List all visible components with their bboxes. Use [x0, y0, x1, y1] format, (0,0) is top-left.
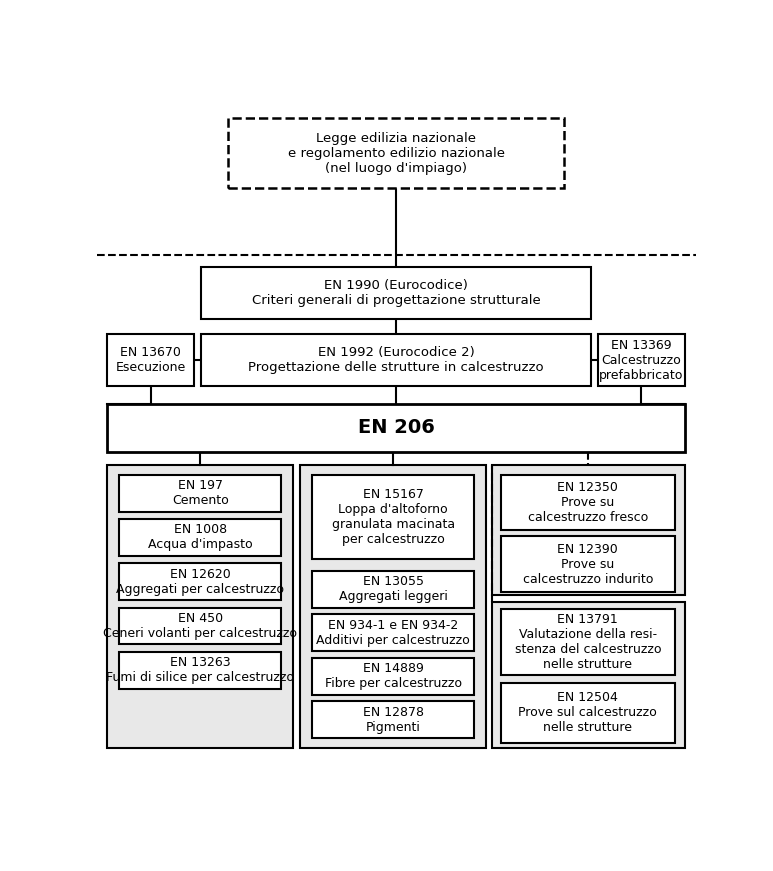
Text: EN 1008
Acqua d'impasto: EN 1008 Acqua d'impasto [148, 523, 253, 551]
Text: EN 12620
Aggregati per calcestruzzo: EN 12620 Aggregati per calcestruzzo [116, 568, 284, 596]
FancyBboxPatch shape [202, 267, 591, 319]
Text: EN 12878
Pigmenti: EN 12878 Pigmenti [363, 706, 424, 734]
Text: EN 13791
Valutazione della resi-
stenza del calcestruzzo
nelle strutture: EN 13791 Valutazione della resi- stenza … [515, 612, 661, 671]
Text: EN 12350
Prove su
calcestruzzo fresco: EN 12350 Prove su calcestruzzo fresco [528, 481, 648, 524]
FancyBboxPatch shape [202, 334, 591, 386]
FancyBboxPatch shape [501, 609, 675, 674]
FancyBboxPatch shape [119, 564, 281, 600]
FancyBboxPatch shape [312, 701, 474, 739]
FancyBboxPatch shape [229, 118, 564, 188]
FancyBboxPatch shape [501, 683, 675, 743]
Text: EN 206: EN 206 [358, 418, 434, 437]
FancyBboxPatch shape [312, 614, 474, 652]
Text: EN 934-1 e EN 934-2
Additivi per calcestruzzo: EN 934-1 e EN 934-2 Additivi per calcest… [316, 618, 470, 646]
FancyBboxPatch shape [119, 608, 281, 645]
Text: EN 13055
Aggregati leggeri: EN 13055 Aggregati leggeri [339, 575, 448, 603]
FancyBboxPatch shape [492, 602, 685, 748]
FancyBboxPatch shape [119, 519, 281, 556]
Text: EN 197
Cemento: EN 197 Cemento [172, 479, 229, 507]
FancyBboxPatch shape [312, 571, 474, 608]
Text: EN 13670
Esecuzione: EN 13670 Esecuzione [116, 346, 186, 374]
Text: EN 1990 (Eurocodice)
Criteri generali di progettazione strutturale: EN 1990 (Eurocodice) Criteri generali di… [252, 279, 540, 307]
FancyBboxPatch shape [107, 334, 194, 386]
Text: EN 15167
Loppa d'altoforno
granulata macinata
per calcestruzzo: EN 15167 Loppa d'altoforno granulata mac… [332, 488, 455, 545]
FancyBboxPatch shape [301, 465, 486, 748]
FancyBboxPatch shape [119, 475, 281, 511]
Text: EN 12504
Prove sul calcestruzzo
nelle strutture: EN 12504 Prove sul calcestruzzo nelle st… [519, 692, 657, 734]
FancyBboxPatch shape [501, 537, 675, 592]
FancyBboxPatch shape [312, 658, 474, 695]
FancyBboxPatch shape [107, 403, 685, 452]
FancyBboxPatch shape [107, 465, 293, 748]
FancyBboxPatch shape [598, 334, 685, 386]
FancyBboxPatch shape [501, 475, 675, 530]
Text: EN 12390
Prove su
calcestruzzo indurito: EN 12390 Prove su calcestruzzo indurito [523, 543, 653, 586]
Text: Legge edilizia nazionale
e regolamento edilizio nazionale
(nel luogo d'impiago): Legge edilizia nazionale e regolamento e… [288, 132, 505, 175]
Text: EN 13369
Calcestruzzo
prefabbricato: EN 13369 Calcestruzzo prefabbricato [599, 339, 683, 381]
Text: EN 450
Ceneri volanti per calcestruzzo: EN 450 Ceneri volanti per calcestruzzo [104, 612, 298, 640]
Text: EN 14889
Fibre per calcestruzzo: EN 14889 Fibre per calcestruzzo [325, 662, 461, 690]
Text: EN 13263
Fumi di silice per calcestruzzo: EN 13263 Fumi di silice per calcestruzzo [106, 656, 295, 685]
Text: EN 1992 (Eurocodice 2)
Progettazione delle strutture in calcestruzzo: EN 1992 (Eurocodice 2) Progettazione del… [248, 346, 544, 374]
FancyBboxPatch shape [119, 652, 281, 689]
FancyBboxPatch shape [312, 475, 474, 558]
FancyBboxPatch shape [492, 465, 685, 596]
